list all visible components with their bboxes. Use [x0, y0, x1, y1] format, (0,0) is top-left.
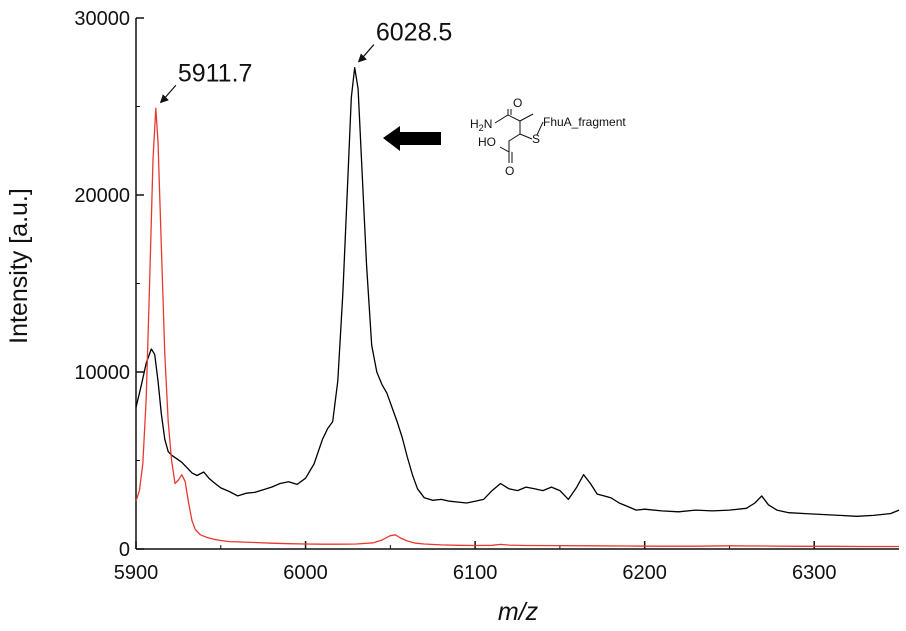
x-tick-label: 6200: [622, 562, 667, 584]
y-tick-label: 20000: [74, 185, 130, 207]
structure-bond-oh: [499, 146, 510, 153]
structure-label-ho: HO: [478, 135, 496, 149]
succinimide-adduct-structure: H2N O HO O S FhuA_fragment: [470, 96, 626, 178]
structure-bond-top: [494, 113, 534, 124]
peak-annotation-arrowhead: [357, 53, 367, 63]
structure-bond-fragment: [536, 121, 544, 136]
series-layer: [135, 66, 900, 548]
y-axis-title: Intensity [a.u.]: [5, 188, 33, 344]
x-tick-label: 6000: [283, 562, 328, 584]
x-tick-label: 6100: [453, 562, 498, 584]
peak-annotation-label: 6028.5: [376, 19, 452, 47]
x-tick-label: 6300: [792, 562, 837, 584]
series-line-red: [135, 107, 899, 548]
structure-bond-s: [519, 133, 533, 140]
series-line-black: [135, 66, 900, 517]
x-tick-label: 5900: [114, 562, 159, 584]
structure-label-fhua: FhuA_fragment: [543, 115, 626, 129]
y-ticks: 0 10000 20000 30000: [74, 8, 144, 561]
x-ticks: 5900 6000 6100 6200 6300: [114, 541, 837, 584]
structure-bond-chain: [508, 121, 521, 152]
y-tick-label: 10000: [74, 362, 130, 384]
x-axis-title: m/z: [498, 598, 539, 626]
structure-label-o-top: O: [513, 96, 522, 110]
annotation-layer: 5911.7 6028.5: [159, 19, 452, 104]
y-tick-label: 0: [119, 539, 130, 561]
structure-label-o-bottom: O: [505, 164, 514, 178]
left-arrow-icon: [383, 126, 441, 151]
structure-label-h2n: H2N: [470, 117, 492, 133]
peak-annotation-arrowhead: [159, 94, 169, 104]
y-tick-label: 30000: [74, 8, 130, 30]
structure-label-s: S: [532, 132, 540, 146]
peak-annotation-label: 5911.7: [178, 59, 253, 87]
